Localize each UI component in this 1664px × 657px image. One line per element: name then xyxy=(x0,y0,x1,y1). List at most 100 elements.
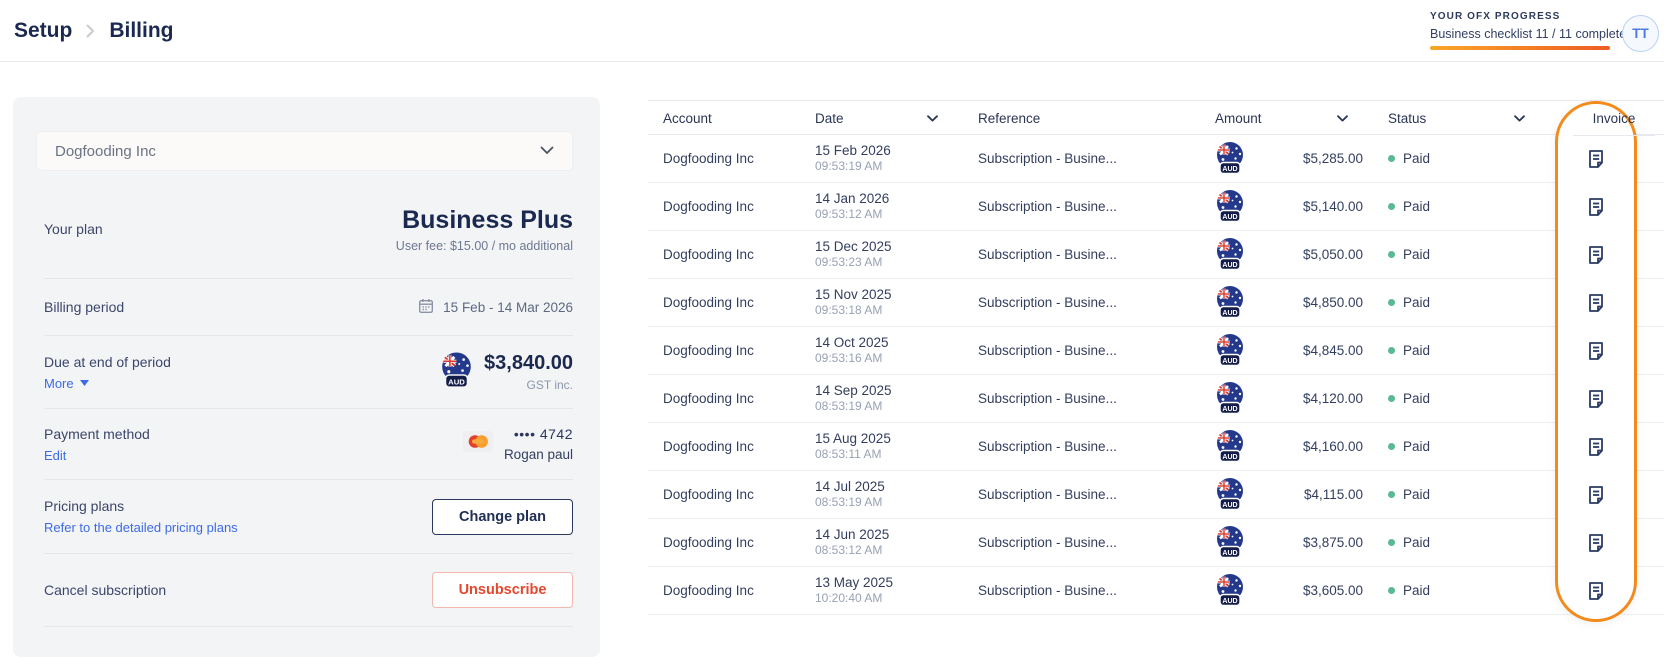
column-header-date[interactable]: Date xyxy=(815,111,978,126)
invoice-document-icon xyxy=(1588,245,1603,264)
table-row[interactable]: Dogfooding Inc 14 Jun 2025 08:53:12 AM S… xyxy=(648,519,1664,567)
unsubscribe-button[interactable]: Unsubscribe xyxy=(432,572,573,608)
svg-text:AUD: AUD xyxy=(448,377,465,386)
table-row[interactable]: Dogfooding Inc 15 Aug 2025 08:53:11 AM S… xyxy=(648,423,1664,471)
invoice-download-button[interactable] xyxy=(1583,529,1609,557)
date-cell: 15 Nov 2025 09:53:18 AM xyxy=(815,287,892,317)
account-cell: Dogfooding Inc xyxy=(663,199,754,214)
svg-text:AUD: AUD xyxy=(1222,310,1237,317)
invoice-download-button[interactable] xyxy=(1583,577,1609,605)
table-row[interactable]: Dogfooding Inc 15 Feb 2026 09:53:19 AM S… xyxy=(648,135,1664,183)
account-cell: Dogfooding Inc xyxy=(663,583,754,598)
invoice-download-button[interactable] xyxy=(1583,193,1609,221)
change-plan-button[interactable]: Change plan xyxy=(432,498,573,535)
reference-cell: Subscription - Busine... xyxy=(978,343,1117,358)
svg-text:AUD: AUD xyxy=(1222,454,1237,461)
chevron-down-icon xyxy=(540,142,554,160)
account-select[interactable]: Dogfooding Inc xyxy=(37,132,572,170)
invoice-cell xyxy=(1546,385,1645,413)
ofx-progress-widget[interactable]: YOUR OFX PROGRESS Business checklist 11 … xyxy=(1430,11,1627,50)
avatar[interactable]: TT xyxy=(1622,15,1659,52)
status-dot xyxy=(1388,203,1395,210)
invoice-download-button[interactable] xyxy=(1583,337,1609,365)
account-cell: Dogfooding Inc xyxy=(663,487,754,502)
invoice-cell xyxy=(1546,193,1645,221)
table-header-row: Account Date Reference Amount Status Inv… xyxy=(648,100,1664,136)
reference-cell: Subscription - Busine... xyxy=(978,151,1117,166)
table-row[interactable]: Dogfooding Inc 14 Jul 2025 08:53:19 AM S… xyxy=(648,471,1664,519)
invoice-download-button[interactable] xyxy=(1583,145,1609,173)
plan-fee-note: User fee: $15.00 / mo additional xyxy=(395,238,573,253)
progress-title: YOUR OFX PROGRESS xyxy=(1430,11,1561,22)
more-link[interactable]: More xyxy=(44,376,89,391)
table-row[interactable]: Dogfooding Inc 15 Nov 2025 09:53:18 AM S… xyxy=(648,279,1664,327)
card-number-masked: •••• 4742 xyxy=(513,426,573,442)
table-row[interactable]: Dogfooding Inc 14 Oct 2025 09:53:16 AM S… xyxy=(648,327,1664,375)
svg-text:AUD: AUD xyxy=(1222,406,1237,413)
invoice-download-button[interactable] xyxy=(1583,289,1609,317)
invoice-cell xyxy=(1546,433,1645,461)
sort-chevron-icon xyxy=(1514,115,1525,122)
invoice-cell xyxy=(1546,241,1645,269)
status-dot xyxy=(1388,443,1395,450)
calendar-icon xyxy=(418,298,434,317)
invoice-document-icon xyxy=(1588,485,1603,504)
status-badge: Paid xyxy=(1403,487,1431,502)
plan-name: Business Plus xyxy=(402,205,573,234)
your-plan-label: Your plan xyxy=(44,221,103,237)
divider xyxy=(44,278,573,279)
amount-cell: AUD $4,120.00 xyxy=(1215,381,1388,417)
invoice-cell xyxy=(1546,337,1645,365)
table-row[interactable]: Dogfooding Inc 14 Jan 2026 09:53:12 AM S… xyxy=(648,183,1664,231)
amount-value: $4,845.00 xyxy=(1302,343,1363,358)
amount-cell: AUD $4,115.00 xyxy=(1215,477,1388,513)
column-header-amount[interactable]: Amount xyxy=(1215,111,1388,126)
aud-flag-icon: AUD xyxy=(1215,525,1245,561)
mastercard-icon xyxy=(462,431,493,457)
column-header-reference: Reference xyxy=(978,111,1041,126)
reference-cell: Subscription - Busine... xyxy=(978,583,1117,598)
amount-value: $3,875.00 xyxy=(1302,535,1363,550)
invoice-document-icon xyxy=(1588,581,1603,600)
amount-cell: AUD $4,850.00 xyxy=(1215,285,1388,321)
breadcrumb-setup[interactable]: Setup xyxy=(14,19,73,42)
reference-cell: Subscription - Busine... xyxy=(978,391,1117,406)
invoice-cell xyxy=(1546,577,1645,605)
table-row[interactable]: Dogfooding Inc 14 Sep 2025 08:53:19 AM S… xyxy=(648,375,1664,423)
account-cell: Dogfooding Inc xyxy=(663,391,754,406)
invoice-download-button[interactable] xyxy=(1583,481,1609,509)
card-holder-name: Rogan paul xyxy=(503,447,573,462)
account-cell: Dogfooding Inc xyxy=(663,295,754,310)
table-row[interactable]: Dogfooding Inc 15 Dec 2025 09:53:23 AM S… xyxy=(648,231,1664,279)
column-header-status[interactable]: Status xyxy=(1388,111,1565,126)
svg-text:AUD: AUD xyxy=(1222,502,1237,509)
edit-payment-link[interactable]: Edit xyxy=(44,447,67,463)
invoice-document-icon xyxy=(1588,149,1603,168)
invoice-download-button[interactable] xyxy=(1583,241,1609,269)
invoice-download-button[interactable] xyxy=(1583,385,1609,413)
divider xyxy=(44,553,573,554)
caret-down-icon xyxy=(79,380,89,386)
aud-flag-icon: AUD xyxy=(1215,189,1245,225)
pricing-plans-link[interactable]: Refer to the detailed pricing plans xyxy=(44,520,238,535)
column-header-invoice: Invoice xyxy=(1573,101,1655,136)
your-plan-section: Your plan Business Plus User fee: $15.00… xyxy=(13,170,600,278)
status-badge: Paid xyxy=(1403,247,1431,262)
reference-cell: Subscription - Busine... xyxy=(978,439,1117,454)
status-badge: Paid xyxy=(1403,535,1431,550)
sort-chevron-icon xyxy=(927,115,938,122)
invoice-cell xyxy=(1546,145,1645,173)
aud-flag-icon: AUD xyxy=(1215,573,1245,609)
amount-value: $4,160.00 xyxy=(1302,439,1363,454)
invoice-download-button[interactable] xyxy=(1583,433,1609,461)
aud-flag-icon: AUD xyxy=(1215,285,1245,321)
divider xyxy=(44,335,573,336)
progress-checklist-text: Business checklist 11 / 11 complete xyxy=(1430,27,1627,41)
aud-flag-icon: AUD xyxy=(1215,381,1245,417)
aud-flag-icon: AUD xyxy=(1215,333,1245,369)
aud-flag-icon: AUD xyxy=(1215,141,1245,177)
table-row[interactable]: Dogfooding Inc 13 May 2025 10:20:40 AM S… xyxy=(648,567,1664,615)
progress-bar xyxy=(1430,46,1610,50)
date-cell: 14 Sep 2025 08:53:19 AM xyxy=(815,383,892,413)
amount-value: $4,115.00 xyxy=(1303,487,1363,502)
